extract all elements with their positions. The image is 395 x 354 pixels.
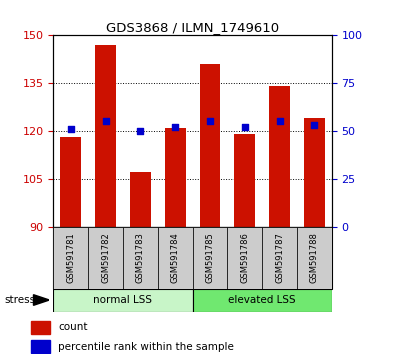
Bar — [88, 227, 123, 289]
Bar — [53, 227, 88, 289]
Text: GSM591782: GSM591782 — [101, 232, 110, 283]
Bar — [123, 227, 158, 289]
Bar — [158, 227, 193, 289]
Point — [137, 128, 143, 134]
Bar — [297, 227, 332, 289]
Bar — [95, 45, 116, 227]
Bar — [130, 172, 151, 227]
Bar — [193, 289, 332, 312]
Text: GSM591781: GSM591781 — [66, 232, 75, 283]
Bar — [165, 128, 186, 227]
Text: percentile rank within the sample: percentile rank within the sample — [58, 342, 234, 352]
Text: GSM591786: GSM591786 — [240, 232, 249, 283]
Bar — [199, 64, 220, 227]
Point — [68, 126, 74, 132]
Text: GSM591783: GSM591783 — [136, 232, 145, 283]
Text: normal LSS: normal LSS — [94, 295, 152, 305]
Text: GSM591787: GSM591787 — [275, 232, 284, 283]
Bar — [31, 321, 50, 334]
Text: elevated LSS: elevated LSS — [228, 295, 296, 305]
Text: GSM591788: GSM591788 — [310, 232, 319, 283]
Bar — [304, 118, 325, 227]
Point — [172, 124, 178, 130]
Point — [207, 119, 213, 124]
Text: GSM591785: GSM591785 — [205, 232, 214, 283]
Point — [242, 124, 248, 130]
Point — [311, 122, 318, 128]
Text: stress: stress — [4, 295, 35, 305]
Text: count: count — [58, 322, 88, 332]
Title: GDS3868 / ILMN_1749610: GDS3868 / ILMN_1749610 — [106, 21, 279, 34]
Text: GSM591784: GSM591784 — [171, 232, 180, 283]
Bar — [234, 134, 255, 227]
Bar — [53, 289, 193, 312]
Bar — [228, 227, 262, 289]
Bar — [193, 227, 228, 289]
Polygon shape — [34, 295, 49, 305]
Bar — [31, 341, 50, 353]
Bar — [269, 86, 290, 227]
Point — [276, 119, 283, 124]
Bar — [60, 137, 81, 227]
Point — [102, 119, 109, 124]
Bar — [262, 227, 297, 289]
